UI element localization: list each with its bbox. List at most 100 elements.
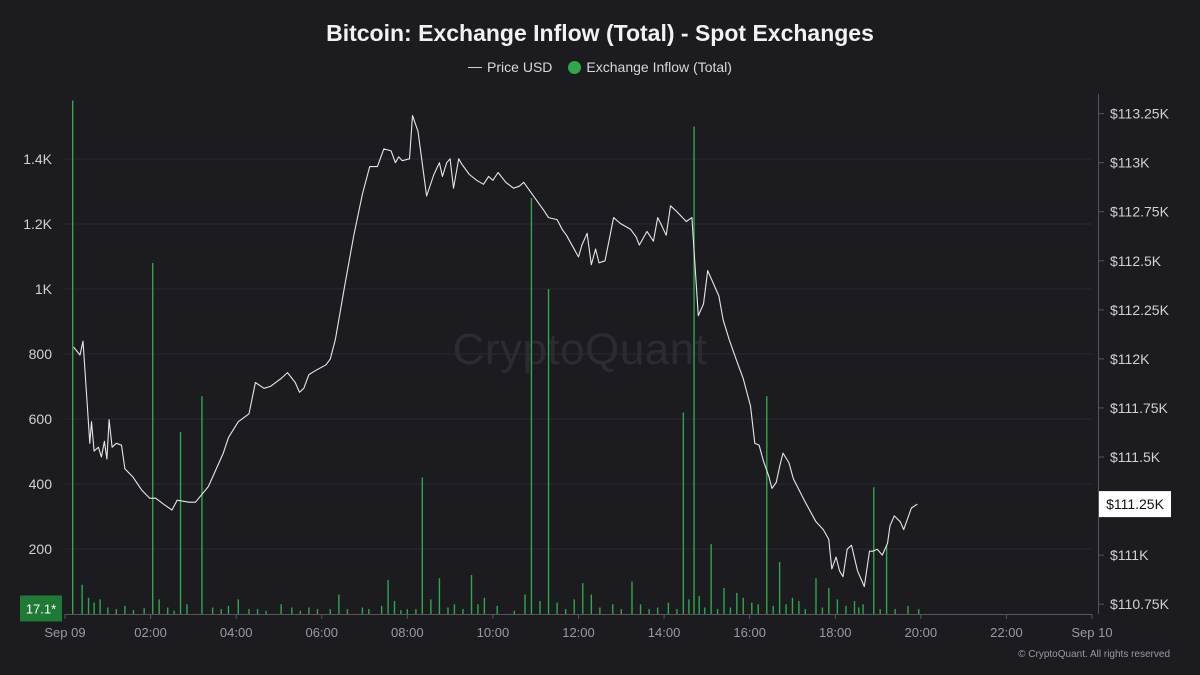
inflow-bar [299,610,302,614]
inflow-bar [688,599,690,614]
inflow-current-label: 17.1* [26,601,56,616]
x-tick-label: 06:00 [305,625,338,640]
inflow-bar [72,100,74,614]
chart-legend[interactable]: Price USD Exchange Inflow (Total) [0,59,1200,75]
inflow-bar [346,609,349,614]
inflow-bar [751,602,753,614]
inflow-bar [415,609,417,614]
legend-item-price[interactable]: Price USD [468,59,552,75]
y-right-tick-label: $113K [1110,155,1150,171]
inflow-bar [599,607,601,614]
x-tick-label: 10:00 [477,625,510,640]
inflow-bar [736,592,738,614]
inflow-bars [72,100,920,614]
inflow-bar [524,594,526,614]
x-tick-label: 22:00 [990,625,1023,640]
inflow-bar [380,605,383,614]
inflow-bar [853,601,856,614]
legend-dot-icon [568,60,582,74]
legend-label-price: Price USD [487,59,553,75]
inflow-bar [115,609,118,614]
inflow-bar [656,607,659,614]
inflow-bar [858,607,860,614]
inflow-bar [815,578,817,614]
chart-title: Bitcoin: Exchange Inflow (Total) - Spot … [326,20,874,46]
inflow-bar [693,126,695,614]
inflow-bar [791,597,794,614]
y-right-tick-label: $111.5K [1110,449,1161,465]
inflow-bar [723,588,725,614]
inflow-bar [836,599,839,614]
inflow-bar [539,601,541,614]
y-right-tick-label: $111K [1110,547,1149,563]
inflow-bar [93,602,95,614]
inflow-bar [248,609,250,614]
inflow-bar [742,597,744,614]
inflow-bar [368,609,370,614]
inflow-bar [496,605,498,614]
inflow-bar [220,609,222,614]
inflow-bar [393,601,396,614]
y-left-tick-label: 1K [35,281,53,297]
y-left-tick-label: 1.4K [23,151,52,167]
inflow-bar [862,604,864,614]
inflow-bar [729,607,732,614]
inflow-bar [513,610,516,614]
inflow-bar [387,579,389,614]
inflow-bar [329,609,332,614]
y-right-tick-label: $112K [1110,351,1150,367]
inflow-bar [785,604,787,614]
inflow-bar [698,596,700,614]
inflow-bar [143,608,145,614]
x-tick-label: 08:00 [391,625,424,640]
inflow-bar [564,609,567,614]
inflow-bar [547,289,550,614]
x-tick-label: 12:00 [562,625,595,640]
y-right-tick-label: $112.75K [1110,204,1170,220]
inflow-bar [556,602,558,614]
inflow-bar [167,607,169,614]
inflow-bar [227,605,230,614]
inflow-bar [81,584,83,614]
legend-label-inflow: Exchange Inflow (Total) [586,59,732,75]
x-tick-label: 20:00 [905,625,938,640]
y-right-tick-label: $113.25K [1110,106,1170,122]
inflow-bar [291,607,293,614]
inflow-bar [590,594,593,614]
inflow-bar [667,602,670,614]
inflow-bar [828,588,830,614]
inflow-bar [885,545,888,614]
legend-item-inflow[interactable]: Exchange Inflow (Total) [568,59,732,75]
inflow-bar [704,607,706,614]
inflow-bar [917,609,920,614]
inflow-bar [173,610,175,614]
inflow-bar [612,604,614,614]
inflow-bar [211,607,214,614]
inflow-bar [158,599,160,614]
y-left-tick-label: 1.2K [23,216,52,232]
inflow-bar [477,604,479,614]
inflow-bar [821,607,824,614]
inflow-bar [772,605,774,614]
inflow-bar [778,562,781,614]
inflow-bar [582,583,584,614]
y-left-tick-label: 800 [29,346,53,362]
x-tick-label: 16:00 [733,625,766,640]
inflow-bar [894,609,896,614]
inflow-current-badge [20,595,62,622]
inflow-bar [280,604,282,614]
inflow-bar [430,599,432,614]
inflow-bar [338,594,340,614]
inflow-bar [447,607,449,614]
y-right-tick-label: $112.5K [1110,253,1162,269]
y-left-tick-label: 200 [29,541,53,557]
inflow-bar [201,396,203,614]
x-tick-label: Sep 09 [44,625,85,640]
price-line [73,115,918,588]
inflow-bar [879,609,881,614]
inflow-bar [648,609,650,614]
inflow-bar [462,609,464,614]
x-tick-label: 04:00 [220,625,253,640]
